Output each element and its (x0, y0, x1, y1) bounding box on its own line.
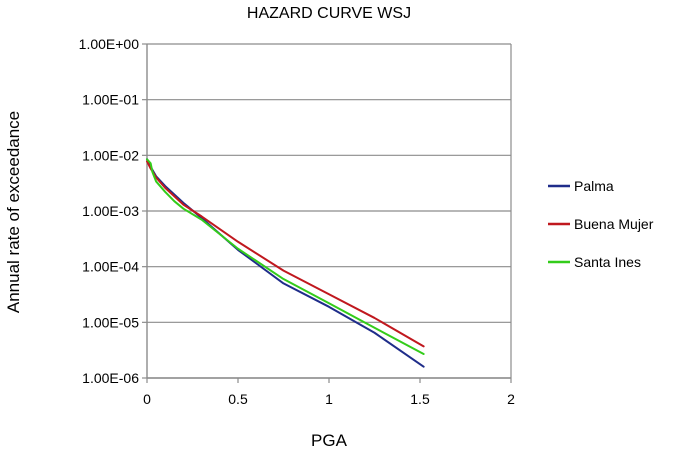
data-series (146, 158, 425, 368)
legend-label-santa-ines: Santa Ines (574, 254, 641, 270)
legend-label-palma: Palma (574, 178, 614, 194)
y-tick-label: 1.00E-05 (82, 314, 139, 330)
y-tick-labels: 1.00E+00 1.00E-01 1.00E-02 1.00E-03 1.00E-04… (79, 36, 140, 386)
x-tick-label: 1.5 (410, 391, 430, 407)
legend: Palma Buena Mujer Santa Ines (548, 178, 654, 270)
legend-label-buena-mujer: Buena Mujer (574, 216, 654, 232)
y-tick-label: 1.00E+00 (79, 36, 140, 52)
x-tick-labels: 0 0.5 1 1.5 2 (143, 391, 515, 407)
series-line-buena-mujer (146, 160, 425, 348)
y-tick-label: 1.00E-06 (82, 370, 139, 386)
y-tick-label: 1.00E-03 (82, 203, 139, 219)
axes (142, 43, 512, 383)
x-axis-title: PGA (311, 431, 348, 450)
chart-title: HAZARD CURVE WSJ (247, 5, 411, 22)
x-tick-label: 2 (507, 391, 515, 407)
series-line-santa-ines (146, 158, 425, 355)
y-tick-label: 1.00E-04 (82, 259, 139, 275)
series-line-palma (146, 158, 425, 368)
gridlines (147, 43, 511, 379)
x-tick-label: 0.5 (228, 391, 248, 407)
y-tick-label: 1.00E-02 (82, 147, 139, 163)
y-axis-title: Annual rate of exceedance (4, 111, 23, 313)
y-tick-label: 1.00E-01 (82, 92, 139, 108)
x-tick-label: 1 (325, 391, 333, 407)
x-tick-label: 0 (143, 391, 151, 407)
